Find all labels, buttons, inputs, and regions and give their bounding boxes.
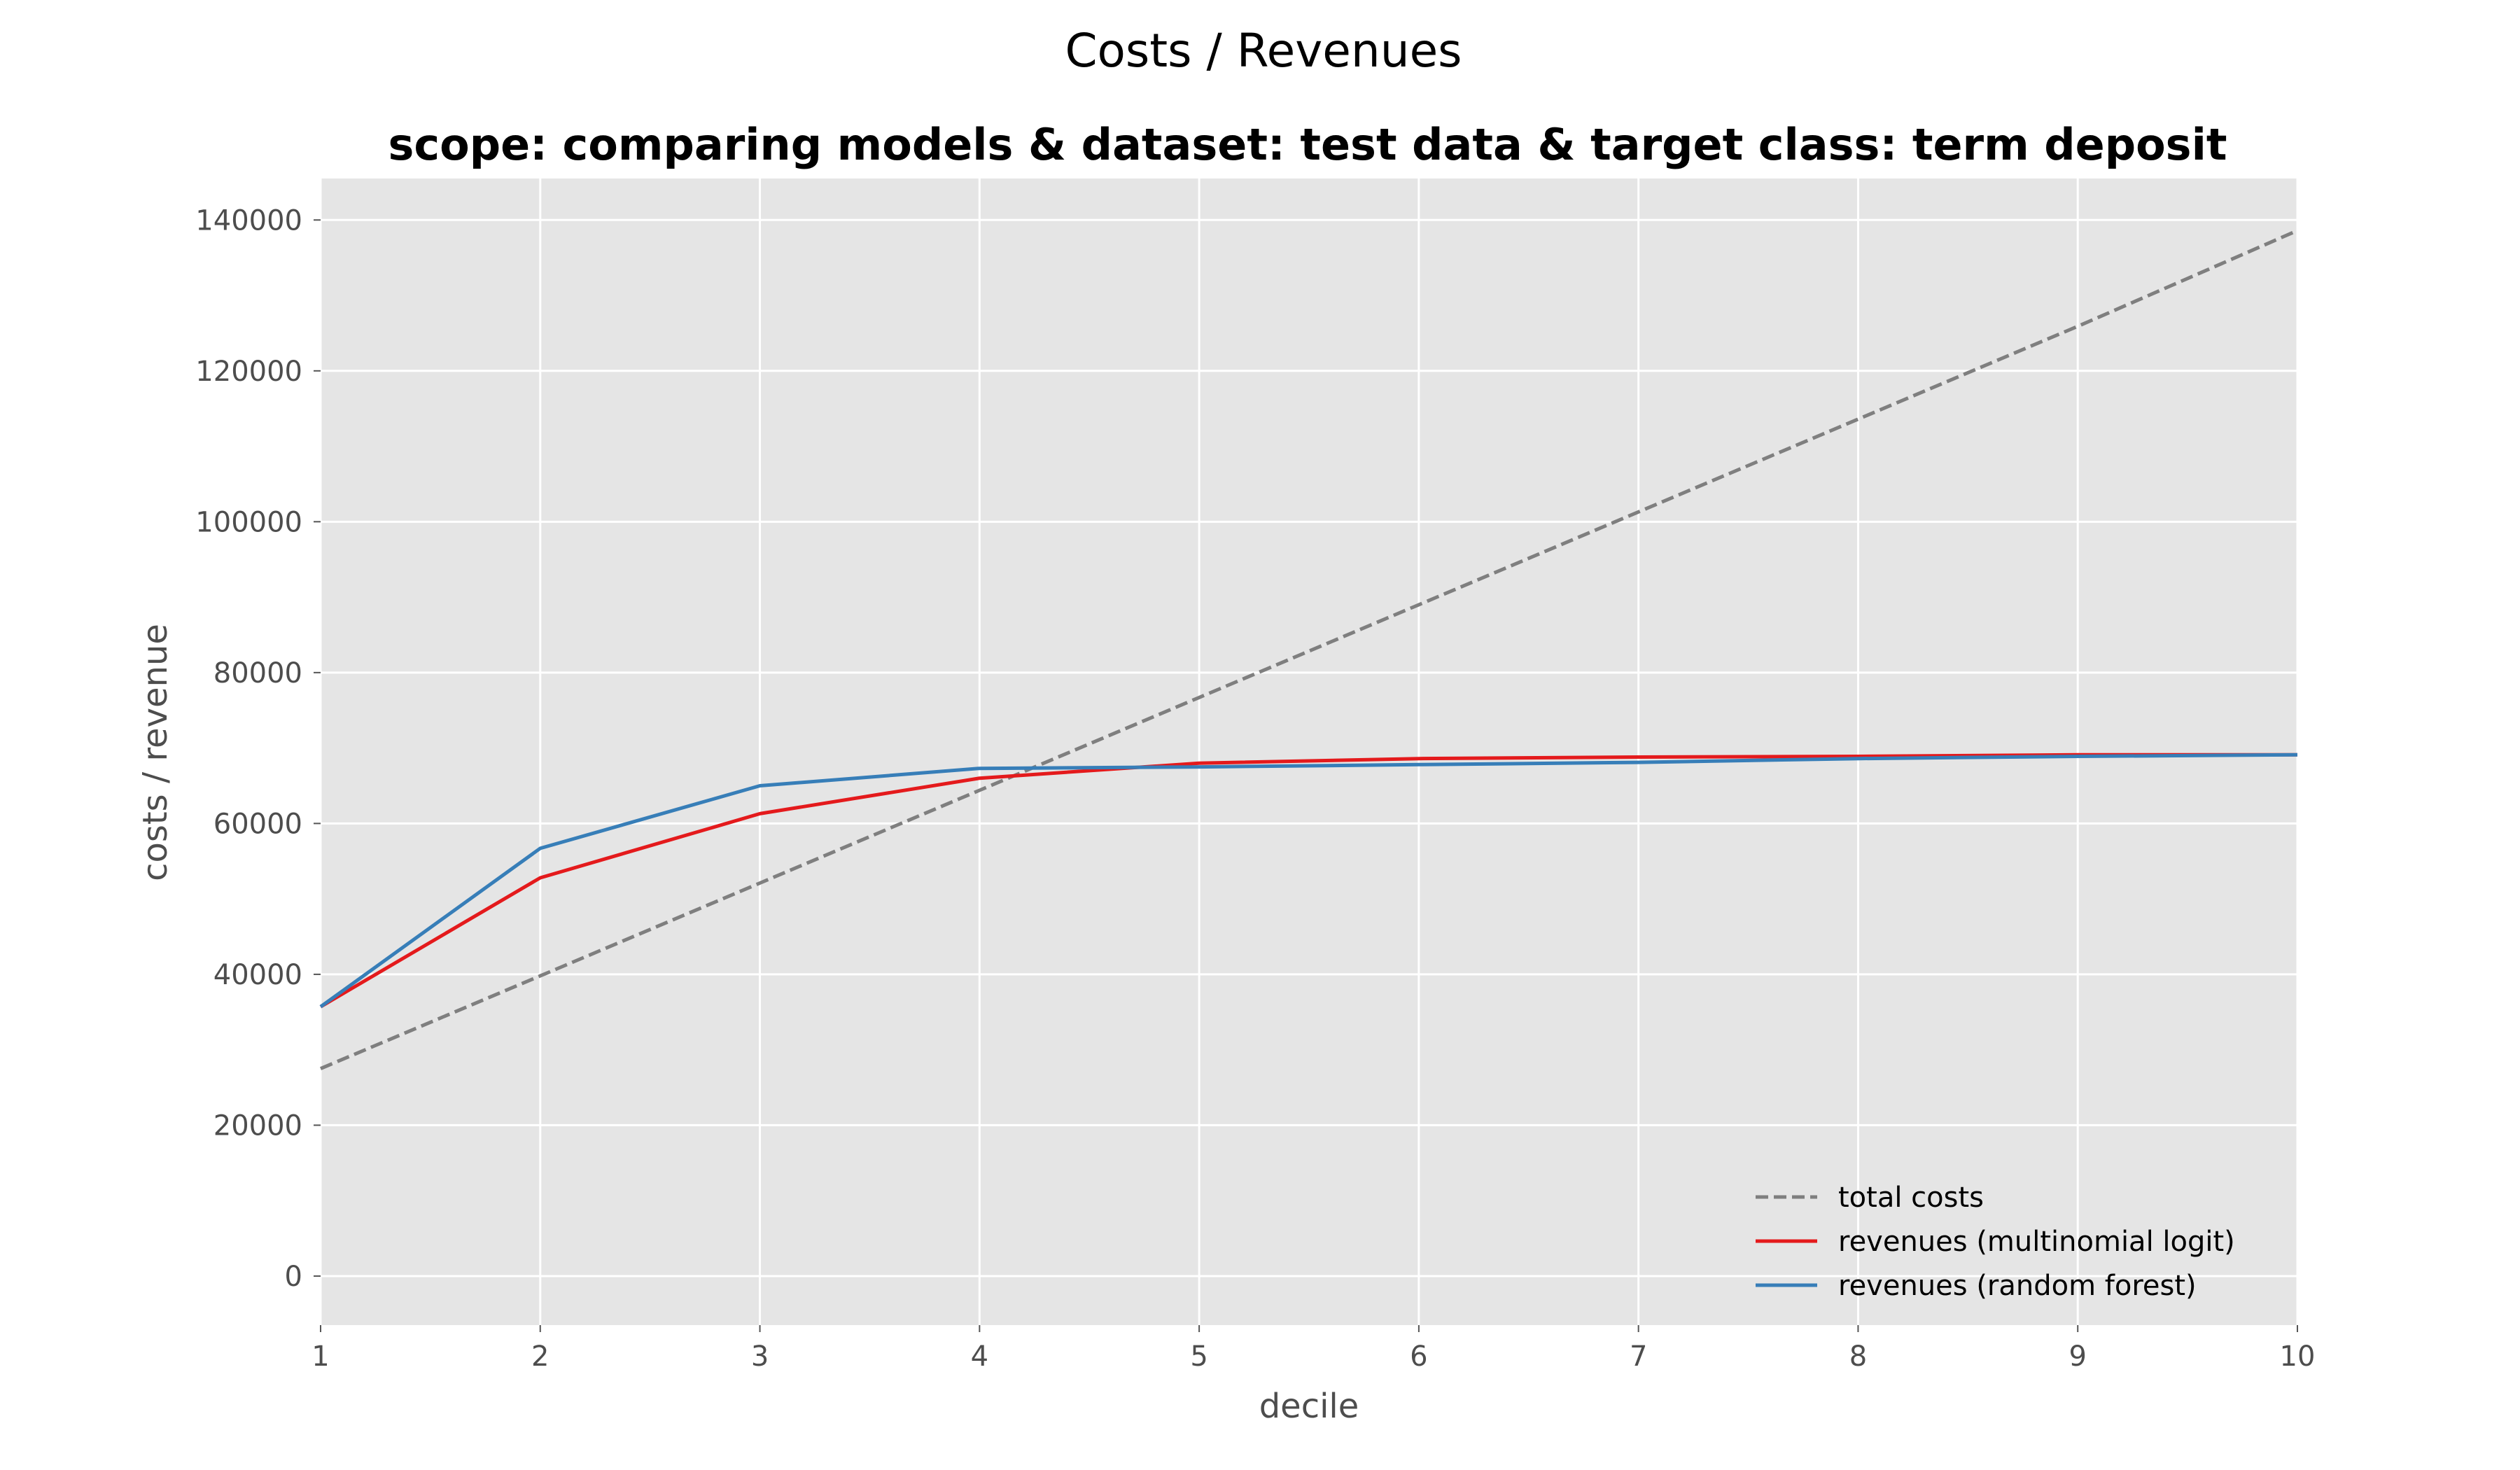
- y-tick-label: 0: [285, 1261, 302, 1293]
- x-tick-label: 7: [1630, 1340, 1647, 1373]
- series-line-total-costs: [320, 229, 2298, 1070]
- y-tick-label: 100000: [195, 506, 302, 538]
- tick-labels: 1 2 3 4 5 6 7 8 9 10 0 20000 40000 60000 80000 100000 12…: [195, 204, 2315, 1373]
- legend: total costs revenues (multinomial logit) r…: [1756, 1182, 2235, 1302]
- legend-entry: revenues (multinomial logit): [1838, 1226, 2235, 1258]
- y-tick-label: 20000: [214, 1110, 302, 1142]
- x-tick-label: 9: [2068, 1340, 2086, 1373]
- x-tick-label: 8: [1849, 1340, 1867, 1373]
- x-tick-label: 10: [2280, 1340, 2316, 1373]
- x-tick-label: 5: [1190, 1340, 1208, 1373]
- gridlines: [319, 178, 2299, 1325]
- y-tick-label: 120000: [195, 356, 302, 388]
- y-tick-label: 60000: [214, 808, 302, 840]
- y-tick-label: 80000: [214, 657, 302, 690]
- x-tick-label: 4: [971, 1340, 988, 1373]
- y-tick-label: 140000: [195, 204, 302, 237]
- legend-entry: total costs: [1838, 1182, 1984, 1214]
- x-tick-label: 6: [1410, 1340, 1427, 1373]
- series-line-revenues-random-forest: [319, 752, 2298, 1009]
- series-line-revenues-multinomial-logit: [319, 752, 2297, 1009]
- legend-entry: revenues (random forest): [1838, 1270, 2197, 1302]
- x-tick-label: 1: [312, 1340, 329, 1373]
- y-axis-label: costs / revenue: [136, 624, 175, 881]
- chart-title: scope: comparing models & dataset: test …: [388, 119, 2227, 170]
- x-tick-label: 2: [531, 1340, 549, 1373]
- x-axis-label: decile: [1259, 1387, 1359, 1426]
- y-tick-label: 40000: [214, 959, 302, 991]
- series-lines: [319, 229, 2298, 1070]
- chart-suptitle: Costs / Revenues: [1065, 24, 1462, 78]
- x-tick-label: 3: [751, 1340, 769, 1373]
- plot-area: [321, 178, 2297, 1325]
